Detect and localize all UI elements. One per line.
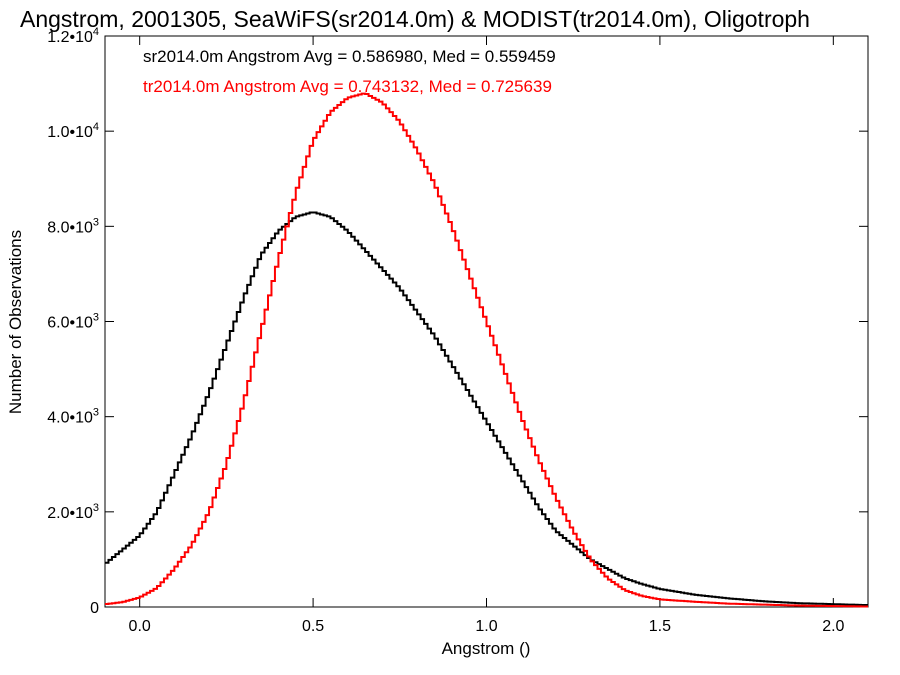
series-line-red — [105, 92, 868, 608]
series-layer — [105, 92, 868, 608]
x-tick-label: 0.0 — [129, 618, 151, 635]
y-tick-mantissa: 8.0•10 — [47, 219, 93, 236]
y-tick-label: 1.2•104 — [47, 26, 99, 46]
x-tick-label: 0.5 — [302, 618, 324, 635]
y-tick-exponent: 3 — [93, 312, 99, 324]
y-tick-mantissa: 0 — [90, 600, 99, 617]
y-tick-label: 0 — [90, 600, 99, 617]
y-tick-label: 6.0•103 — [47, 312, 99, 332]
chart-title: Angstrom, 2001305, SeaWiFS(sr2014.0m) & … — [20, 6, 810, 32]
y-axis: 02.0•1034.0•1036.0•1038.0•1031.0•1041.2•… — [47, 26, 868, 617]
y-tick-label: 2.0•103 — [47, 502, 99, 522]
y-tick-exponent: 3 — [93, 216, 99, 228]
x-tick-label: 2.0 — [822, 618, 844, 635]
x-tick-label: 1.0 — [475, 618, 497, 635]
y-tick-exponent: 4 — [93, 121, 99, 133]
x-axis-label: Angstrom () — [442, 639, 531, 658]
legend-annotation-black: sr2014.0m Angstrom Avg = 0.586980, Med =… — [143, 47, 556, 66]
y-tick-mantissa: 6.0•10 — [47, 315, 93, 332]
y-tick-mantissa: 1.0•10 — [47, 124, 93, 141]
y-axis-label: Number of Observations — [6, 230, 25, 414]
x-axis: 0.0 0.5 1.0 1.5 2.0 — [129, 36, 845, 635]
y-tick-mantissa: 4.0•10 — [47, 410, 93, 427]
legend-annotation-red: tr2014.0m Angstrom Avg = 0.743132, Med =… — [143, 77, 552, 96]
y-tick-exponent: 3 — [93, 502, 99, 514]
x-tick-label: 1.5 — [649, 618, 671, 635]
series-line-black — [105, 211, 868, 607]
y-tick-exponent: 4 — [93, 26, 99, 38]
y-tick-exponent: 3 — [93, 407, 99, 419]
y-tick-label: 8.0•103 — [47, 216, 99, 236]
y-tick-label: 4.0•103 — [47, 407, 99, 427]
y-tick-mantissa: 1.2•10 — [47, 29, 93, 46]
y-tick-label: 1.0•104 — [47, 121, 99, 141]
y-tick-mantissa: 2.0•10 — [47, 505, 93, 522]
